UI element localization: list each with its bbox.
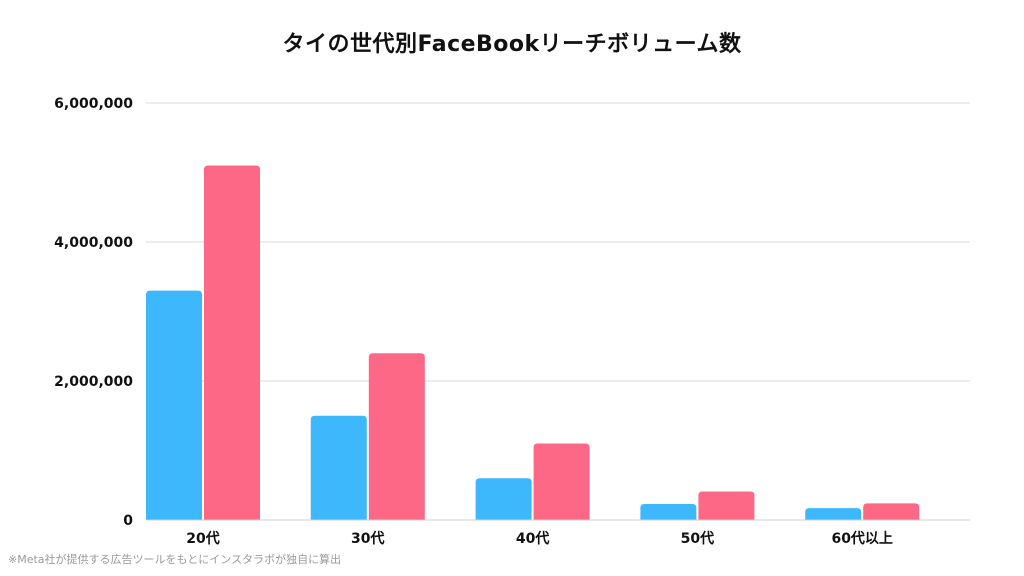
bar-series-2-60代以上 — [863, 503, 920, 520]
y-tick-label: 4,000,000 — [54, 235, 133, 251]
x-axis-labels: 20代 30代 40代 50代 60代以上 — [186, 530, 893, 547]
bar-series-2-50代 — [698, 491, 755, 520]
x-category-label: 20代 — [186, 530, 219, 547]
y-tick-label: 6,000,000 — [54, 96, 133, 112]
y-axis-ticks: 0 2,000,000 4,000,000 6,000,000 — [54, 96, 133, 529]
bar-series-2-20代 — [204, 165, 260, 521]
x-category-label: 60代以上 — [831, 530, 892, 547]
x-category-label: 50代 — [681, 530, 714, 547]
x-category-label: 30代 — [351, 530, 384, 547]
bar-series-1-40代 — [475, 478, 532, 520]
bar-series-2-40代 — [533, 443, 590, 520]
chart-title: タイの世代別FaceBookリーチボリューム数 — [282, 32, 742, 57]
y-tick-label: 0 — [123, 513, 133, 529]
bar-series-1-50代 — [640, 504, 697, 520]
bar-series-1-30代 — [310, 415, 367, 520]
bar-series-1-20代 — [146, 290, 202, 520]
grid-layer — [146, 102, 970, 382]
y-tick-label: 2,000,000 — [54, 374, 133, 390]
footnote: ※Meta社が提供する広告ツールをもとにインスタラボが独自に算出 — [8, 553, 342, 566]
bars-layer — [146, 165, 920, 521]
x-category-label: 40代 — [516, 530, 549, 547]
bar-series-2-30代 — [368, 353, 425, 520]
bar-series-1-60代以上 — [805, 508, 862, 520]
